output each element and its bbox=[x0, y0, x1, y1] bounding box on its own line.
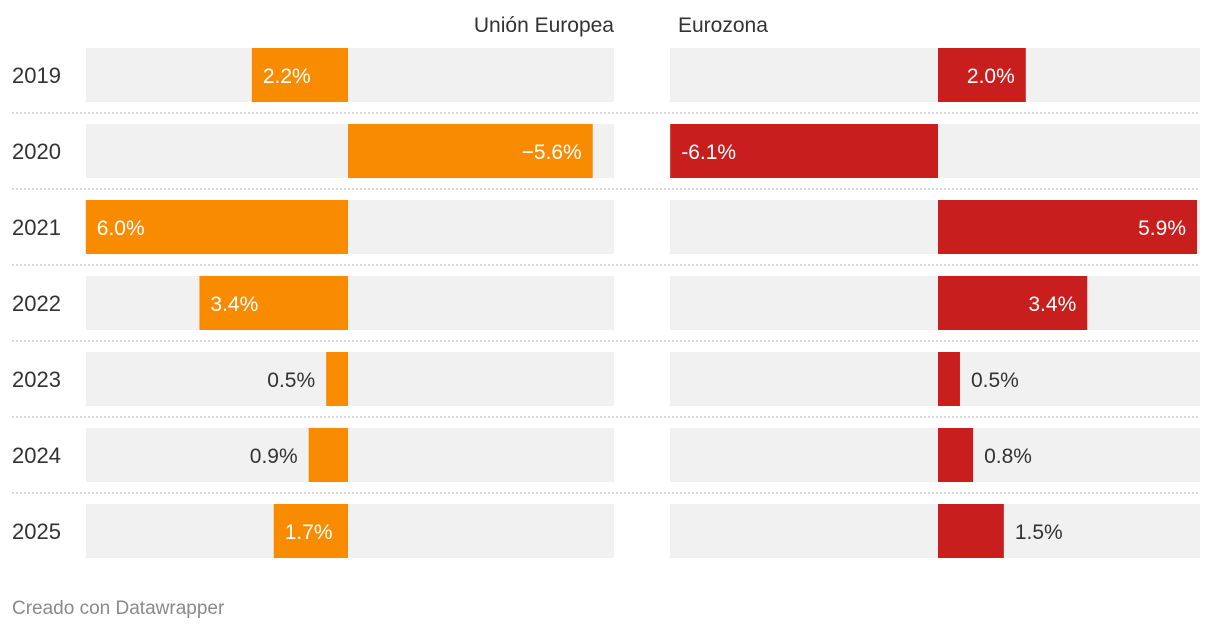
year-label: 2020 bbox=[12, 139, 61, 164]
value-label-eu: 0.9% bbox=[250, 445, 298, 468]
value-label-ez: 5.9% bbox=[1138, 217, 1186, 240]
bar-ez[interactable] bbox=[938, 428, 974, 482]
bar-background-ez bbox=[670, 428, 1200, 482]
bar-ez[interactable] bbox=[938, 504, 1004, 558]
bar-background-ez bbox=[670, 276, 1200, 330]
value-label-eu: 6.0% bbox=[97, 217, 145, 240]
bar-background-eu bbox=[86, 352, 614, 406]
bar-eu[interactable] bbox=[199, 276, 348, 330]
bar-background-eu bbox=[86, 428, 614, 482]
year-label: 2024 bbox=[12, 443, 61, 468]
value-label-ez: 0.5% bbox=[971, 369, 1019, 392]
bar-eu[interactable] bbox=[348, 124, 593, 178]
value-label-ez: 2.0% bbox=[967, 65, 1015, 88]
value-label-eu: −5.6% bbox=[522, 141, 582, 164]
value-label-eu: 2.2% bbox=[263, 65, 311, 88]
value-label-eu: 0.5% bbox=[267, 369, 315, 392]
bar-eu[interactable] bbox=[273, 504, 348, 558]
bar-background-ez bbox=[670, 48, 1200, 102]
bar-chart: Unión Europea Eurozona 2019 2.2% 2.0% 2020 −5.… bbox=[12, 14, 1200, 558]
bar-ez[interactable] bbox=[938, 48, 1026, 102]
bar-ez[interactable] bbox=[938, 352, 960, 406]
value-label-ez: 0.8% bbox=[984, 445, 1032, 468]
value-label-ez: -6.1% bbox=[681, 141, 736, 164]
bar-ez[interactable] bbox=[670, 124, 938, 178]
year-label: 2019 bbox=[12, 63, 61, 88]
bar-background-eu bbox=[86, 276, 614, 330]
bar-background-ez bbox=[670, 352, 1200, 406]
bar-eu[interactable] bbox=[326, 352, 348, 406]
year-label: 2025 bbox=[12, 519, 61, 544]
series-header-eu: Unión Europea bbox=[474, 14, 614, 37]
year-label: 2023 bbox=[12, 367, 61, 392]
year-label: 2021 bbox=[12, 215, 61, 240]
bar-background-eu bbox=[86, 48, 614, 102]
value-label-eu: 1.7% bbox=[285, 521, 333, 544]
datawrapper-credit[interactable]: Creado con Datawrapper bbox=[12, 598, 225, 619]
bar-background-eu bbox=[86, 504, 614, 558]
bar-eu[interactable] bbox=[251, 48, 348, 102]
year-label: 2022 bbox=[12, 291, 61, 316]
value-label-ez: 1.5% bbox=[1015, 521, 1063, 544]
value-label-eu: 3.4% bbox=[210, 293, 258, 316]
bar-eu[interactable] bbox=[308, 428, 348, 482]
series-header-ez: Eurozona bbox=[678, 14, 768, 37]
bar-ez[interactable] bbox=[938, 276, 1088, 330]
bar-eu[interactable] bbox=[85, 200, 349, 254]
bar-background-ez bbox=[670, 504, 1200, 558]
bar-ez[interactable] bbox=[938, 200, 1198, 254]
value-label-ez: 3.4% bbox=[1028, 293, 1076, 316]
